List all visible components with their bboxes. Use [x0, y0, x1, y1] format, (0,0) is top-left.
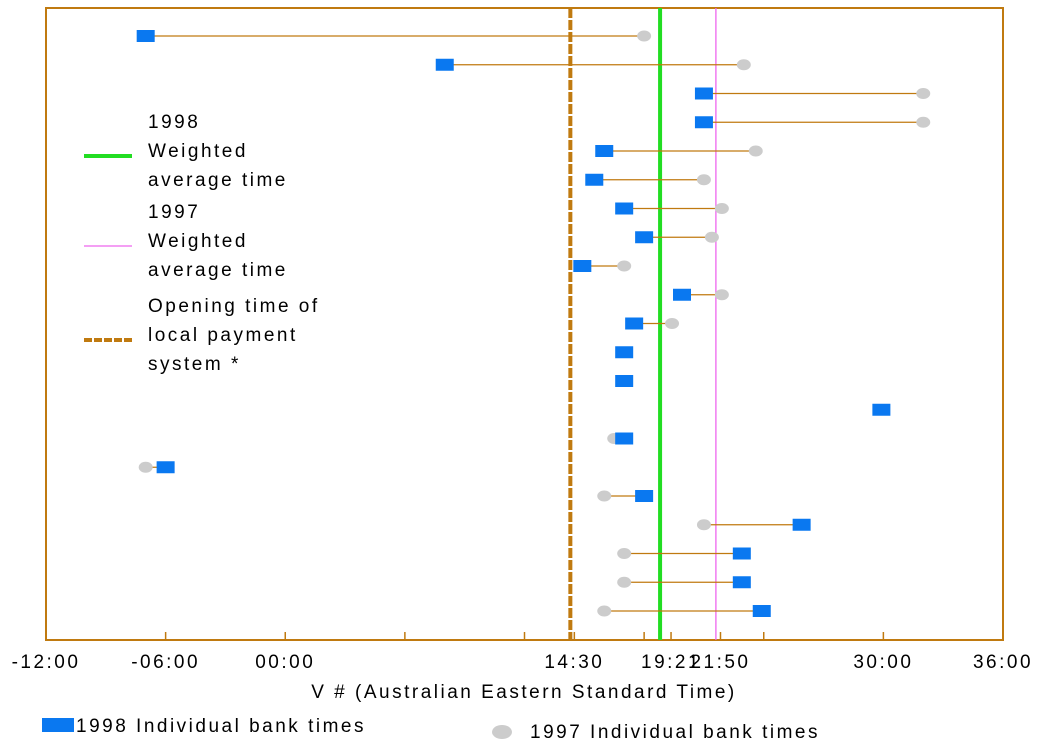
x-tick-label: 36:00: [973, 652, 1033, 673]
series-legend-label: 1997 Individual bank times: [530, 722, 820, 742]
point-1998: [732, 547, 751, 560]
series-legend-item-1998: 1998 Individual bank times: [42, 716, 366, 737]
point-1997: [617, 576, 632, 588]
point-1998: [752, 605, 771, 617]
series-legend-label: 1998 Individual bank times: [76, 716, 366, 737]
point-1998: [673, 288, 692, 301]
point-1997: [597, 605, 612, 617]
point-1998: [573, 260, 592, 272]
x-tick-label: 30:00: [853, 652, 913, 673]
point-1997: [748, 145, 763, 157]
point-1997: [704, 231, 719, 243]
point-1998: [595, 145, 614, 157]
series-legend-item-1997: 1997 Individual bank times: [492, 722, 820, 742]
series-legend: 1998 Individual bank times 1997 Individua…: [42, 716, 820, 742]
point-1998: [625, 317, 644, 330]
ref-legend-item-1: 1997 Weighted average time: [84, 202, 288, 281]
x-axis-title: V # (Australian Eastern Standard Time): [311, 682, 737, 703]
ref-legend-item-2: Opening time of local payment system *: [84, 296, 320, 375]
point-1998: [615, 432, 634, 445]
point-1998: [585, 173, 604, 186]
ref-legend-label: 1998 Weighted average time: [148, 112, 288, 191]
x-tick-label: -06:00: [131, 652, 200, 673]
point-1998: [694, 116, 713, 129]
x-tick-label: -12:00: [12, 652, 81, 673]
point-1997: [665, 318, 680, 329]
x-tick-label: 00:00: [255, 652, 315, 673]
point-1997: [696, 519, 711, 531]
point-1997: [696, 174, 711, 186]
point-1997: [736, 59, 751, 71]
point-1998: [872, 403, 891, 416]
reference-line-legend: 1998 Weighted average time 1997 Weighted aver…: [84, 112, 320, 375]
point-1997: [597, 490, 612, 502]
point-1997: [714, 203, 729, 214]
point-1998: [615, 202, 634, 215]
point-1998: [136, 30, 155, 42]
point-1998: [694, 87, 713, 100]
legend-circle-swatch: [492, 725, 512, 739]
x-axis-ticks: [45, 632, 1004, 640]
point-1998: [156, 461, 175, 474]
point-1997: [916, 116, 931, 128]
point-1998: [792, 518, 811, 531]
point-1997: [617, 260, 632, 272]
x-tick-label: 19:21: [641, 652, 701, 673]
point-1998: [615, 346, 634, 359]
ref-legend-label: 1997 Weighted average time: [148, 202, 288, 281]
point-1997: [617, 548, 632, 559]
point-1998: [635, 490, 654, 502]
point-1998: [732, 576, 751, 589]
plot-area-frame: [45, 7, 1004, 641]
point-1997: [714, 289, 729, 301]
x-tick-label: 21:50: [690, 652, 750, 673]
series-1998-markers: [136, 30, 891, 617]
point-1997: [916, 88, 931, 99]
point-1997: [637, 30, 652, 42]
ref-legend-item-0: 1998 Weighted average time: [84, 112, 288, 191]
point-1997: [138, 461, 153, 473]
ref-legend-label: Opening time of local payment system *: [148, 296, 320, 375]
point-1998: [635, 231, 654, 244]
point-1998: [615, 375, 634, 387]
legend-square-swatch: [42, 718, 74, 732]
point-1998: [435, 58, 454, 71]
series-1997-markers: [138, 30, 931, 617]
x-tick-label: 14:30: [544, 652, 604, 673]
